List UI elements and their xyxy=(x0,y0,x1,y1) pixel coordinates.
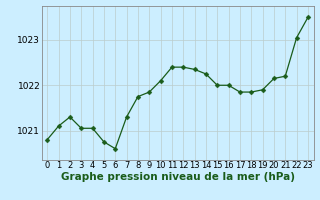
X-axis label: Graphe pression niveau de la mer (hPa): Graphe pression niveau de la mer (hPa) xyxy=(60,172,295,182)
